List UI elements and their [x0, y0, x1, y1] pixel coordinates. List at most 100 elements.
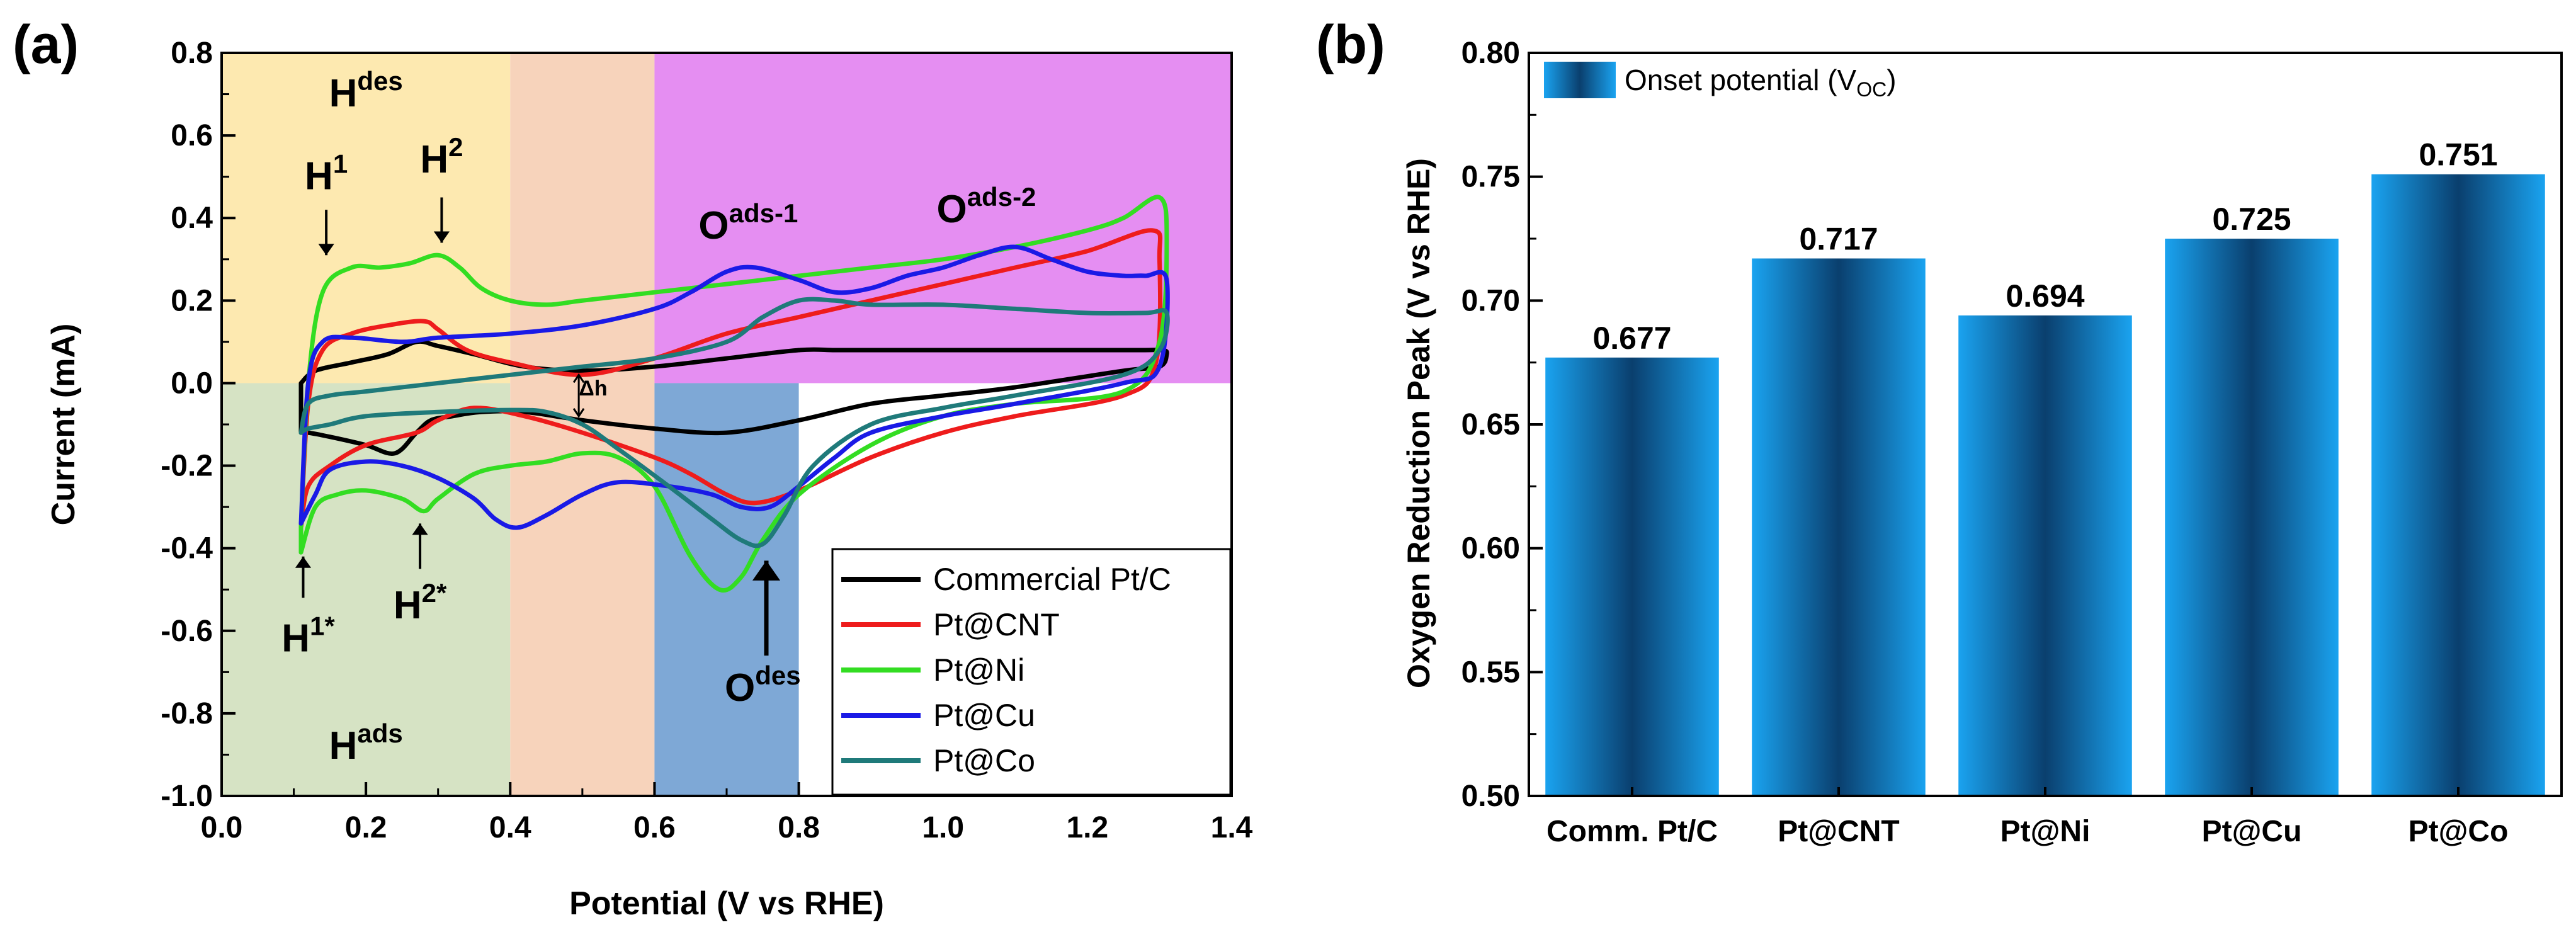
- cv-curve-4: [298, 297, 1170, 548]
- bar-value-label: 0.751: [2419, 137, 2497, 173]
- panel-b-label: (b): [1316, 14, 1385, 75]
- bar-legend-main: Onset potential (V: [1625, 64, 1857, 96]
- cv-y-tick-label: -0.2: [161, 450, 213, 483]
- bar-y-tick-label: 0.75: [1461, 161, 1520, 194]
- oads1-label-sup: ads-1: [729, 198, 798, 228]
- panel-b: (b) 0.677 Comm. Pt/C 0.717 Pt@CNT 0.694 Pt@Ni…: [1316, 14, 2563, 848]
- h2-label-base: H: [420, 138, 448, 181]
- cv-legend-entry: Pt@Ni: [933, 652, 1024, 688]
- bar-legend: Onset potential (VOC): [1544, 62, 1897, 101]
- bar-y-tick-label: 0.65: [1461, 408, 1520, 441]
- h2star-label: H2*: [394, 578, 447, 627]
- cv-x-tick-label: 1.2: [1066, 811, 1108, 844]
- cv-curves: [298, 195, 1170, 593]
- h2star-arrow: [412, 523, 428, 569]
- cv-legend: Commercial Pt/C Pt@CNT Pt@Ni Pt@Cu Pt@Co: [831, 548, 1232, 796]
- bar-y-tick-label: 0.80: [1461, 37, 1520, 70]
- bar-y-tick-label: 0.50: [1461, 780, 1520, 813]
- bar-1: [1752, 258, 1926, 796]
- h2star-label-sup: 2*: [422, 578, 447, 608]
- cv-x-tick-label: 0.8: [778, 811, 820, 844]
- bar-category-label: Pt@Cu: [2202, 815, 2302, 848]
- h1-label-sup: 1: [333, 149, 348, 178]
- h1star-label-sup: 1*: [310, 611, 335, 641]
- odes-label: Odes: [725, 661, 801, 710]
- cv-y-tick-label: 0.8: [171, 37, 213, 70]
- oads1-label: Oads-1: [698, 198, 798, 247]
- oads1-label-base: O: [698, 204, 729, 247]
- cv-y-tick-label: 0.0: [171, 366, 213, 400]
- bar-2: [1958, 315, 2132, 796]
- hdes-region: [222, 53, 511, 383]
- h1-label-base: H: [305, 154, 333, 198]
- bar-axes: 0.50 0.55 0.60 0.65 0.70 0.75 0.80: [1461, 37, 2563, 813]
- bar-legend-sub: OC: [1856, 78, 1887, 101]
- cv-y-tick-label: 0.6: [171, 119, 213, 152]
- h2-arrow: [433, 197, 450, 243]
- bar-value-label: 0.725: [2212, 202, 2291, 237]
- delta-h-arrow: [572, 373, 585, 418]
- bar-value-label: 0.717: [1799, 221, 1878, 256]
- bar-y-tick-label: 0.70: [1461, 284, 1520, 317]
- h2star-label-base: H: [394, 584, 422, 627]
- bar-legend-close: ): [1887, 64, 1896, 96]
- h2-label: H2: [420, 132, 463, 181]
- h1star-arrow: [295, 556, 312, 598]
- h1star-label-base: H: [281, 617, 310, 661]
- bar-legend-swatch: [1544, 62, 1616, 98]
- cv-curve-1: [298, 228, 1163, 530]
- cv-x-tick-label: 0.2: [345, 811, 387, 844]
- bar-value-label: 0.694: [2006, 278, 2084, 314]
- cv-x-tick-label: 0.6: [633, 811, 676, 844]
- hdes-label-sup: des: [357, 66, 402, 96]
- bar-0: [1545, 357, 1719, 796]
- cv-legend-entry: Commercial Pt/C: [933, 562, 1171, 597]
- h1-arrow: [318, 210, 334, 256]
- hdes-label: Hdes: [329, 66, 403, 115]
- cv-x-tick-label: 0.0: [201, 811, 243, 844]
- cv-y-tick-label: 0.2: [171, 284, 213, 317]
- bar-value-label: 0.677: [1592, 321, 1671, 356]
- cv-x-tick-label: 1.4: [1211, 811, 1253, 844]
- hads-label-base: H: [329, 724, 358, 768]
- bar-y-axis-label: Oxygen Reduction Peak (V vs RHE): [1401, 158, 1436, 688]
- hads-label-sup: ads: [357, 718, 402, 748]
- cv-axes: 0.0 0.2 0.4 0.6 0.8 1.0 1.2 1.4 -1.0 -0.8 -0.6 -0.4…: [161, 37, 1252, 844]
- bar-series: 0.677 Comm. Pt/C 0.717 Pt@CNT 0.694 Pt@Ni 0.72…: [1545, 137, 2545, 848]
- cv-y-tick-label: -0.4: [161, 532, 213, 565]
- hads-region: [222, 383, 511, 796]
- panel-a-label: (a): [13, 14, 79, 75]
- odes-label-sup: des: [755, 661, 800, 690]
- bar-category-label: Comm. Pt/C: [1546, 815, 1718, 848]
- cv-legend-entry: Pt@Cu: [933, 698, 1035, 733]
- cv-legend-entry: Pt@CNT: [933, 607, 1060, 642]
- bar-category-label: Pt@CNT: [1778, 815, 1899, 848]
- cv-y-axis-label: Current (mA): [45, 324, 82, 526]
- bar-category-label: Pt@Ni: [2000, 815, 2091, 848]
- cv-x-tick-label: 1.0: [922, 811, 964, 844]
- h1star-label: H1*: [281, 611, 335, 661]
- cv-y-tick-label: 0.4: [171, 202, 213, 235]
- odes-label-base: O: [725, 666, 755, 710]
- bar-3: [2165, 239, 2339, 796]
- oads2-label-sup: ads-2: [967, 182, 1036, 212]
- h2-label-sup: 2: [448, 132, 463, 162]
- bar-legend-text: Onset potential (VOC): [1625, 64, 1897, 101]
- oads2-label-base: O: [936, 188, 967, 231]
- h1-label: H1: [305, 149, 348, 198]
- bar-y-tick-label: 0.55: [1461, 656, 1520, 689]
- odes-arrow: [752, 560, 781, 656]
- hdes-label-base: H: [329, 72, 358, 115]
- cv-y-tick-label: -0.6: [161, 615, 213, 648]
- cv-legend-entry: Pt@Co: [933, 743, 1035, 778]
- bar-y-tick-label: 0.60: [1461, 532, 1520, 565]
- cv-y-tick-label: -0.8: [161, 697, 213, 730]
- cv-x-axis-label: Potential (V vs RHE): [569, 885, 884, 922]
- oads2-label: Oads-2: [936, 182, 1036, 231]
- cv-curve-3: [298, 244, 1170, 530]
- bar-category-label: Pt@Co: [2409, 815, 2509, 848]
- cv-x-tick-label: 0.4: [489, 811, 531, 844]
